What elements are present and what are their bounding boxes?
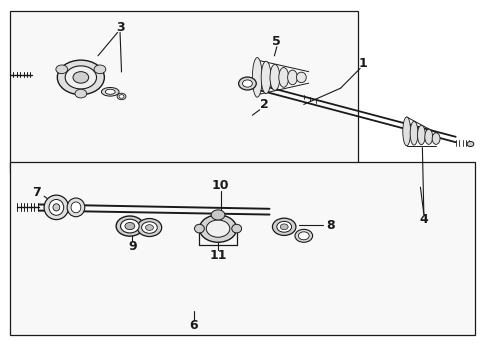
Ellipse shape xyxy=(298,232,309,240)
Ellipse shape xyxy=(195,224,204,233)
Circle shape xyxy=(56,65,68,74)
Ellipse shape xyxy=(280,224,288,230)
Circle shape xyxy=(75,89,87,98)
Polygon shape xyxy=(10,162,475,335)
Text: 10: 10 xyxy=(212,179,229,192)
Text: 3: 3 xyxy=(116,21,124,33)
Ellipse shape xyxy=(270,64,280,90)
Text: 4: 4 xyxy=(419,213,428,226)
Ellipse shape xyxy=(146,225,153,230)
Circle shape xyxy=(117,93,126,100)
Ellipse shape xyxy=(71,202,81,213)
Circle shape xyxy=(94,65,106,74)
Circle shape xyxy=(65,66,97,89)
Circle shape xyxy=(206,220,230,237)
Ellipse shape xyxy=(125,222,135,230)
Ellipse shape xyxy=(272,218,296,235)
Text: 8: 8 xyxy=(326,219,335,231)
Ellipse shape xyxy=(277,221,292,232)
Circle shape xyxy=(57,60,104,95)
Ellipse shape xyxy=(403,117,411,146)
Circle shape xyxy=(467,141,474,147)
Circle shape xyxy=(211,210,225,220)
Polygon shape xyxy=(10,11,358,173)
Ellipse shape xyxy=(101,87,119,96)
Ellipse shape xyxy=(121,219,139,233)
Ellipse shape xyxy=(425,129,433,144)
Circle shape xyxy=(243,80,252,87)
Text: 11: 11 xyxy=(209,249,227,262)
Text: 5: 5 xyxy=(272,35,281,48)
Ellipse shape xyxy=(261,61,271,94)
Text: 2: 2 xyxy=(260,98,269,111)
Ellipse shape xyxy=(417,125,425,145)
Ellipse shape xyxy=(116,216,144,236)
Text: 7: 7 xyxy=(32,186,41,199)
Text: 1: 1 xyxy=(358,57,367,69)
Ellipse shape xyxy=(252,58,262,97)
Ellipse shape xyxy=(432,133,440,144)
Ellipse shape xyxy=(279,68,289,87)
Ellipse shape xyxy=(142,222,157,233)
Ellipse shape xyxy=(44,195,69,220)
Ellipse shape xyxy=(105,89,115,94)
Circle shape xyxy=(199,215,237,242)
Ellipse shape xyxy=(295,229,313,242)
Text: 9: 9 xyxy=(128,240,137,253)
Ellipse shape xyxy=(137,219,162,237)
Ellipse shape xyxy=(232,224,242,233)
Circle shape xyxy=(239,77,256,90)
Ellipse shape xyxy=(53,204,60,211)
Ellipse shape xyxy=(296,72,306,83)
Ellipse shape xyxy=(67,198,85,217)
Circle shape xyxy=(119,95,124,98)
Circle shape xyxy=(73,72,89,83)
Text: 6: 6 xyxy=(189,319,198,332)
Ellipse shape xyxy=(410,121,418,145)
Ellipse shape xyxy=(288,70,297,85)
Ellipse shape xyxy=(49,199,64,215)
